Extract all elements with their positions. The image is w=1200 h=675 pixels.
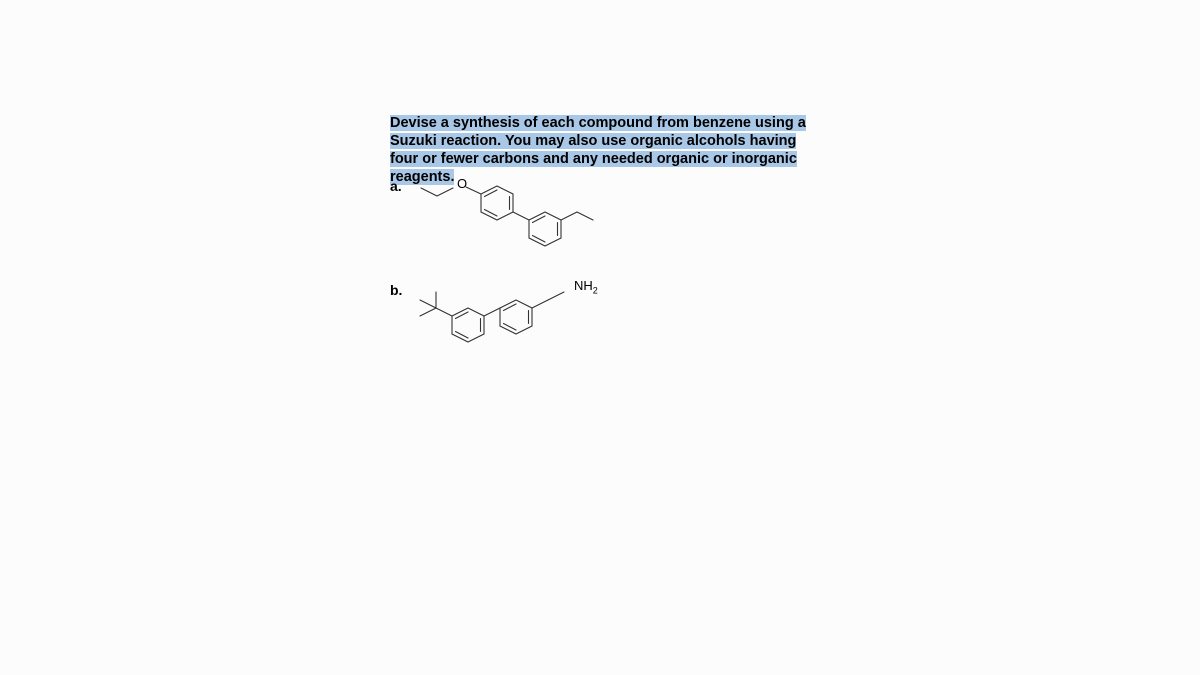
page: Devise a synthesis of each compound from… bbox=[0, 0, 1200, 675]
oxygen-label: O bbox=[457, 176, 467, 191]
structure-b bbox=[400, 270, 660, 370]
nh2-sub: 2 bbox=[593, 286, 598, 296]
label-a: a. bbox=[390, 178, 402, 194]
nh2-n: NH bbox=[574, 278, 593, 293]
structure-a bbox=[405, 170, 665, 270]
nh2-label: NH2 bbox=[574, 278, 598, 296]
